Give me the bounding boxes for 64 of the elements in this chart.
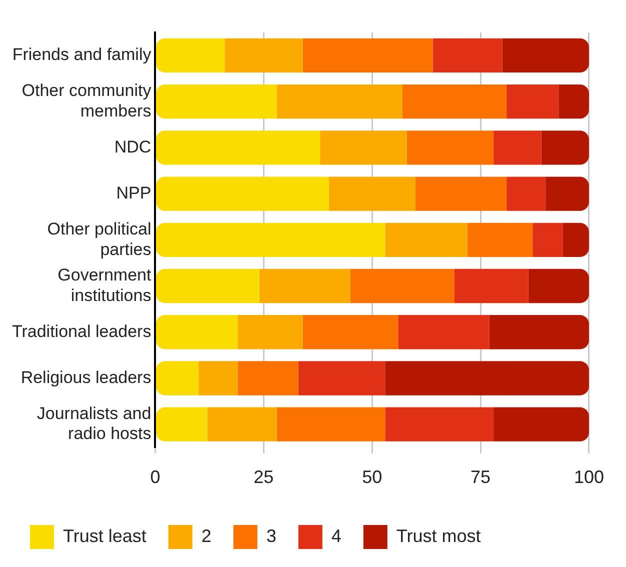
bar <box>259 268 350 304</box>
bar <box>558 84 589 119</box>
y-tick-label: Government institutions <box>58 266 152 305</box>
x-tick-label: 100 <box>574 467 604 488</box>
y-tick-label: Journalists and radio hosts <box>36 404 152 444</box>
x-tick-label: 0 <box>150 467 160 488</box>
bar <box>562 222 589 257</box>
legend-label: Trust least <box>63 526 146 546</box>
bar <box>385 222 468 257</box>
legend-label: 4 <box>331 526 342 546</box>
bar <box>276 84 402 119</box>
bar <box>432 38 502 73</box>
legend-label: Trust most <box>396 526 481 546</box>
bar <box>328 176 416 211</box>
bar <box>415 176 507 211</box>
y-tick-label: Religious leaders <box>20 368 152 387</box>
bar <box>224 38 303 73</box>
x-tick-label: 50 <box>362 467 382 488</box>
y-tick-label: Friends and family <box>12 45 152 64</box>
bar <box>494 130 542 165</box>
bar <box>238 315 303 350</box>
bar <box>528 268 589 304</box>
y-tick-label: NPP <box>116 183 152 202</box>
bar <box>541 130 589 165</box>
bar <box>494 407 589 442</box>
bar <box>489 315 589 350</box>
legend-label: 2 <box>201 526 212 546</box>
bar <box>156 38 225 73</box>
bar <box>276 407 386 442</box>
bar <box>302 315 398 350</box>
x-tick-label: 25 <box>254 467 274 488</box>
bar <box>468 222 533 257</box>
y-tick-label: Other political parties <box>47 219 152 259</box>
bar <box>156 407 208 442</box>
bar <box>398 315 490 350</box>
bar <box>320 130 407 165</box>
bar <box>350 268 455 304</box>
bar <box>207 407 277 442</box>
bar <box>402 84 507 119</box>
bar <box>546 176 589 211</box>
bar <box>156 130 320 165</box>
bar <box>302 38 433 73</box>
bar <box>454 268 528 304</box>
bar <box>156 268 260 304</box>
x-tick-label: 75 <box>470 467 491 488</box>
bar <box>385 407 494 442</box>
bar <box>238 361 298 396</box>
y-tick-label: Other community members <box>22 81 152 120</box>
bar <box>156 315 238 350</box>
bar <box>406 130 494 165</box>
legend-label: 3 <box>266 526 276 546</box>
y-tick-label: Traditional leaders <box>12 322 152 341</box>
bar <box>502 38 589 73</box>
bar <box>506 176 546 211</box>
bar <box>156 361 199 396</box>
y-tick-label: NDC <box>114 137 152 156</box>
bar <box>156 176 329 211</box>
bar <box>385 361 589 396</box>
bar <box>506 84 559 119</box>
bar <box>298 361 386 396</box>
bar <box>198 361 238 396</box>
bar <box>156 84 277 119</box>
bar <box>532 222 563 257</box>
bar <box>156 222 386 257</box>
